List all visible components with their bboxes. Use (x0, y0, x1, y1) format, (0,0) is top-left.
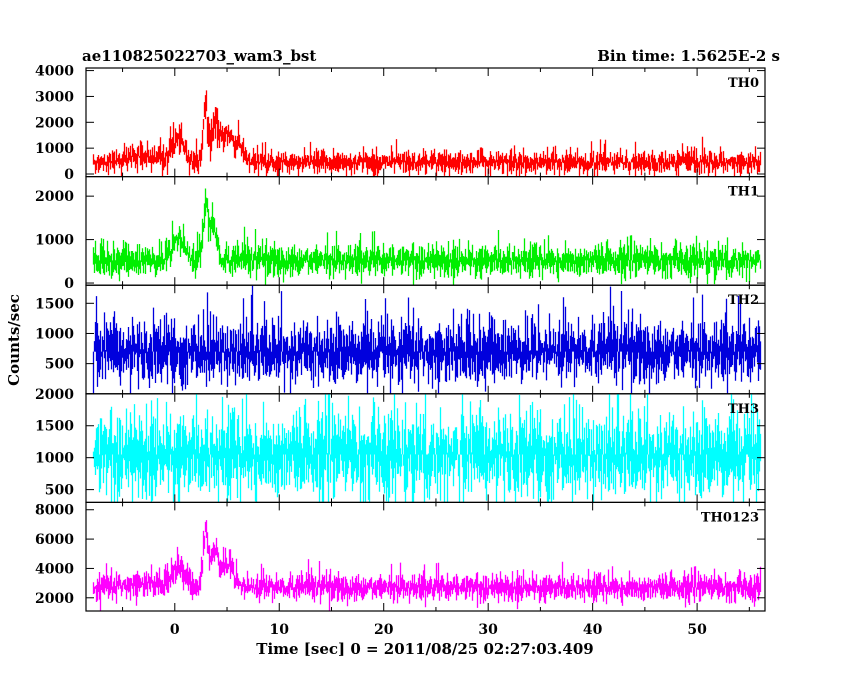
chart-title-right: Bin time: 1.5625E-2 s (597, 47, 780, 65)
panel-frame (85, 501, 766, 612)
panel-th3: TH3 500 1000 1500 2000 (35, 387, 766, 503)
y-tick-label: 8000 (35, 503, 74, 519)
panel-label: TH3 (728, 402, 759, 417)
y-tick-label: 6000 (35, 532, 74, 548)
panels-group: TH0 0 1000 2000 3000 4000 TH1 0 1000 2000 TH2 500 10… (35, 64, 766, 612)
x-tick-label: 0 (170, 622, 180, 638)
series-th1 (92, 188, 762, 286)
x-tick-label: 40 (583, 622, 603, 638)
x-axis: 0 10 20 30 40 50 (170, 622, 707, 638)
y-tick-label: 2000 (35, 387, 74, 403)
x-tick-label: 30 (478, 622, 498, 638)
y-tick-label: 1500 (35, 296, 74, 312)
panel-th2: TH2 500 1000 1500 (35, 284, 766, 395)
panel-th1: TH1 0 1000 2000 (35, 176, 766, 292)
panel-label: TH0123 (701, 510, 759, 525)
y-tick-label: 500 (45, 357, 74, 373)
y-tick-label: 3000 (35, 89, 74, 105)
chart-title-left: ae110825022703_wam3_bst (82, 47, 316, 65)
series-th3 (92, 393, 762, 503)
y-tick-label: 1000 (35, 326, 74, 342)
x-tick-label: 20 (374, 622, 394, 638)
y-tick-label: 2000 (35, 591, 74, 607)
panel-label: TH1 (728, 185, 759, 200)
series-th0 (92, 90, 762, 177)
y-tick-label: 1000 (35, 233, 74, 249)
y-tick-label: 2000 (35, 115, 74, 131)
y-tick-label: 0 (64, 167, 74, 183)
panel-label: TH2 (728, 293, 759, 308)
series-th2 (92, 285, 762, 394)
x-tick-label: 50 (687, 622, 707, 638)
y-tick-label: 1500 (35, 419, 74, 435)
y-tick-label: 4000 (35, 561, 74, 577)
y-tick-label: 2000 (35, 189, 74, 205)
series-th0123 (92, 520, 762, 611)
y-tick-label: 1000 (35, 451, 74, 467)
x-axis-label: Time [sec] 0 = 2011/08/25 02:27:03.409 (256, 640, 593, 658)
y-axis-label: Counts/sec (5, 294, 23, 386)
panel-th0123: TH0123 2000 4000 6000 8000 (35, 501, 766, 612)
panel-label: TH0 (728, 76, 759, 91)
y-tick-label: 1000 (35, 141, 74, 157)
x-tick-label: 10 (270, 622, 290, 638)
y-tick-label: 500 (45, 483, 74, 499)
panel-th0: TH0 0 1000 2000 3000 4000 (35, 64, 766, 183)
y-tick-label: 0 (64, 276, 74, 292)
y-tick-label: 4000 (35, 64, 74, 80)
